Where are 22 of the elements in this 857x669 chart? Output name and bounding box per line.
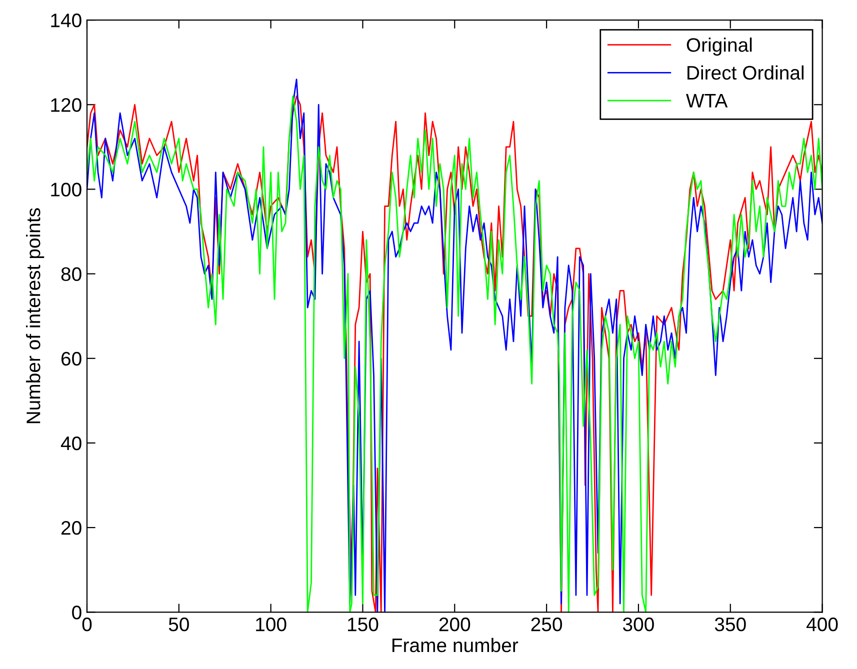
y-tick-label: 20 <box>61 521 82 535</box>
x-tick-label: 300 <box>622 618 654 632</box>
x-tick-label: 400 <box>806 618 838 632</box>
y-tick-label: 40 <box>60 436 82 450</box>
legend-label: WTA <box>686 94 728 108</box>
y-tick-label: 140 <box>51 14 82 28</box>
y-tick-label: 80 <box>61 267 82 282</box>
y-tick-label: 60 <box>61 352 82 366</box>
y-axis-title: Number of interest points <box>26 208 44 424</box>
legend-label: Direct Ordinal <box>688 65 804 80</box>
x-tick-label: 200 <box>439 618 470 632</box>
x-tick-label: 150 <box>348 618 378 632</box>
x-axis-title: Frame number <box>392 638 518 652</box>
legend-label: Original <box>686 38 752 56</box>
x-tick-label: 350 <box>714 618 746 632</box>
x-tick-label: 0 <box>82 618 92 632</box>
y-tick-label: 120 <box>51 98 82 112</box>
y-tick-label: 0 <box>72 606 82 620</box>
x-tick-label: 250 <box>531 618 562 632</box>
y-tick-label: 100 <box>51 182 82 196</box>
x-tick-label: 100 <box>256 618 286 632</box>
x-tick-label: 50 <box>168 618 189 632</box>
